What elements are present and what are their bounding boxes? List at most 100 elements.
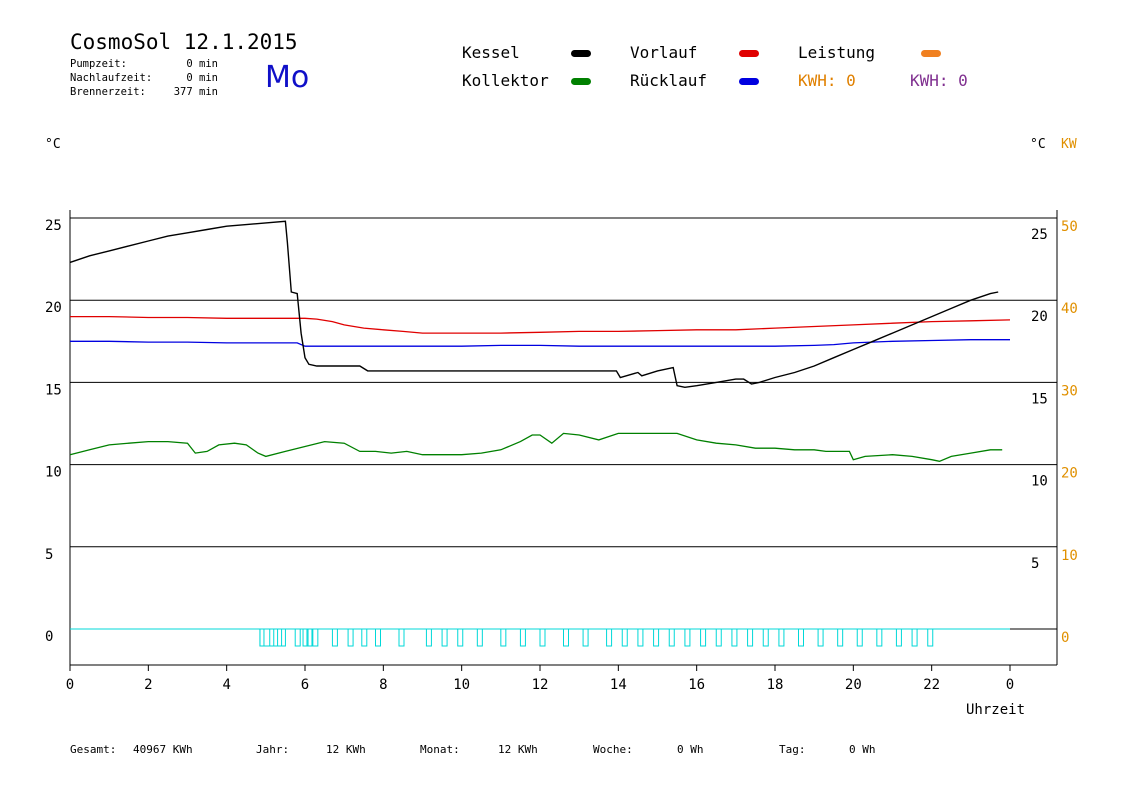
- pump-pulse: [294, 628, 301, 647]
- y-tick-left: 15: [45, 382, 62, 398]
- x-tick: 20: [845, 677, 862, 693]
- footer-monat-value: 12 KWh: [498, 743, 538, 756]
- pump-pulse: [269, 628, 275, 647]
- x-tick: 14: [610, 677, 627, 693]
- stat-value-pumpzeit: 0 min: [186, 58, 218, 70]
- pump-pulse-block: [259, 628, 286, 647]
- y-tick-right: 10: [1031, 474, 1048, 490]
- y2-tick: 30: [1061, 383, 1078, 399]
- x-tick: 0: [66, 677, 74, 693]
- pump-pulse: [747, 628, 754, 647]
- y2-tick: 20: [1061, 466, 1078, 482]
- pump-pulse: [306, 628, 313, 647]
- legend-leistung-label: Leistung: [798, 43, 876, 62]
- pump-pulse: [347, 628, 354, 647]
- pump-pulse: [856, 628, 863, 647]
- pump-pulse: [312, 628, 319, 647]
- pump-pulse: [441, 628, 448, 647]
- x-tick: 22: [923, 677, 940, 693]
- pump-pulse: [563, 628, 569, 647]
- x-tick: 18: [767, 677, 784, 693]
- y-tick-right: 5: [1031, 556, 1039, 572]
- y-tick-left: 20: [45, 300, 62, 316]
- y2-tick: 10: [1061, 548, 1078, 564]
- x-tick: 16: [688, 677, 705, 693]
- legend-ruecklauf-swatch: [739, 78, 759, 85]
- y-tick-left: 5: [45, 547, 53, 563]
- pump-pulse: [375, 628, 381, 647]
- pump-pulse: [259, 628, 265, 647]
- x-tick: 4: [222, 677, 230, 693]
- y-tick-left: 10: [45, 465, 62, 481]
- pump-pulse: [876, 628, 883, 647]
- pump-pulse: [331, 628, 338, 647]
- footer-tag-label: Tag:: [779, 743, 806, 756]
- y2-tick: 50: [1061, 219, 1078, 235]
- x-tick: 6: [301, 677, 309, 693]
- pump-pulse: [361, 628, 368, 647]
- x-tick: 10: [453, 677, 470, 693]
- legend-kwh-purple: KWH: 0: [910, 71, 968, 90]
- y-tick-right: 15: [1031, 391, 1048, 407]
- pump-pulse: [837, 628, 844, 647]
- stat-value-brennerzeit: 377 min: [173, 86, 218, 98]
- stat-value-nachlaufzeit: 0 min: [186, 72, 218, 84]
- legend-kessel-swatch: [571, 50, 591, 57]
- y-tick-right: 25: [1031, 227, 1048, 243]
- footer-jahr-value: 12 KWh: [326, 743, 366, 756]
- stat-label-nachlaufzeit: Nachlaufzeit:: [70, 72, 153, 84]
- series-line-kessel: [69, 220, 999, 389]
- right-axis-unit: °C: [1030, 137, 1046, 152]
- footer-woche-value: 0 Wh: [677, 743, 704, 756]
- legend-kollektor-label: Kollektor: [462, 71, 549, 90]
- pump-pulse: [798, 628, 804, 647]
- x-axis-label: Uhrzeit: [966, 702, 1026, 718]
- legend-kessel-label: Kessel: [462, 43, 520, 62]
- y-tick-left: 0: [45, 629, 53, 645]
- pump-pulse: [778, 628, 785, 647]
- pump-pulse: [762, 628, 769, 647]
- pump-pulse: [457, 628, 464, 647]
- legend-kollektor-swatch: [571, 78, 591, 85]
- pump-pulse: [621, 628, 628, 647]
- series-line-vorlauf: [70, 315, 1011, 334]
- y-tick-left: 25: [45, 218, 62, 234]
- pump-pulse: [911, 628, 918, 647]
- series-line-kollektor: [69, 432, 1003, 462]
- x-tick: 8: [379, 677, 387, 693]
- pump-pulse: [731, 628, 738, 647]
- stat-label-pumpzeit: Pumpzeit:: [70, 58, 127, 70]
- pump-pulse: [653, 628, 660, 647]
- pump-pulse: [668, 628, 675, 647]
- x-tick: 0: [1006, 677, 1014, 693]
- footer-woche-label: Woche:: [593, 743, 633, 756]
- chart-title: CosmoSol 12.1.2015: [70, 30, 298, 54]
- footer-tag-value: 0 Wh: [849, 743, 876, 756]
- weekday-label: Mo: [265, 60, 310, 95]
- pump-pulse: [927, 628, 934, 647]
- legend-ruecklauf-label: Rücklauf: [630, 71, 708, 90]
- footer-gesamt-value: 40967 KWh: [133, 743, 193, 756]
- x-tick: 2: [144, 677, 152, 693]
- pump-pulse: [277, 628, 283, 647]
- x-tick: 12: [532, 677, 549, 693]
- legend-leistung-swatch: [921, 50, 941, 57]
- legend-kwh-orange: KWH: 0: [798, 71, 856, 90]
- pump-pulse: [302, 628, 309, 647]
- pump-pulse: [398, 628, 405, 647]
- pump-pulse: [637, 628, 644, 647]
- pump-pulse: [715, 628, 722, 647]
- pump-pulse: [539, 628, 546, 647]
- pump-pulse: [582, 628, 589, 647]
- pump-pulse: [606, 628, 613, 647]
- pump-pulse: [519, 628, 526, 647]
- y2-tick: 0: [1061, 630, 1069, 646]
- pump-pulse: [425, 628, 432, 647]
- pump-pulse: [684, 628, 691, 647]
- pump-pulse: [817, 628, 824, 647]
- pump-pulse: [500, 628, 507, 647]
- right-axis-unit-kw: KW: [1061, 137, 1077, 152]
- footer-monat-label: Monat:: [420, 743, 460, 756]
- pump-pulse: [476, 628, 483, 647]
